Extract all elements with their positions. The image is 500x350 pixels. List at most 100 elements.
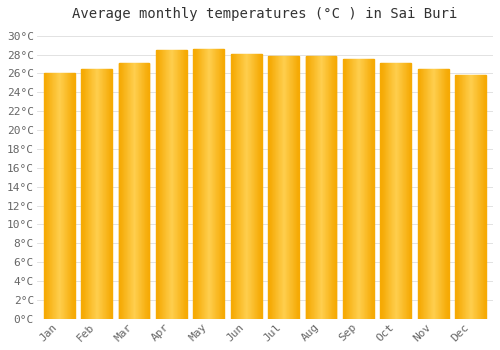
Bar: [368, 59, 369, 319]
Bar: [422, 69, 423, 319]
Bar: [258, 54, 259, 319]
Bar: [166, 50, 167, 319]
Bar: [285, 56, 286, 319]
Bar: [349, 59, 350, 319]
Bar: [469, 75, 470, 319]
Bar: [472, 75, 473, 319]
Bar: [335, 56, 336, 319]
Bar: [148, 63, 150, 319]
Bar: [211, 49, 212, 319]
Bar: [210, 49, 211, 319]
Bar: [268, 56, 269, 319]
Bar: [295, 56, 296, 319]
Bar: [46, 74, 47, 319]
Bar: [122, 63, 123, 319]
Bar: [60, 74, 62, 319]
Bar: [219, 49, 220, 319]
Bar: [236, 54, 237, 319]
Bar: [283, 56, 284, 319]
Bar: [458, 75, 459, 319]
Bar: [347, 59, 348, 319]
Bar: [110, 69, 111, 319]
Bar: [91, 69, 92, 319]
Bar: [182, 50, 183, 319]
Bar: [244, 54, 246, 319]
Bar: [324, 56, 325, 319]
Bar: [456, 75, 486, 319]
Bar: [357, 59, 358, 319]
Bar: [50, 74, 51, 319]
Bar: [133, 63, 134, 319]
Bar: [279, 56, 280, 319]
Bar: [442, 69, 443, 319]
Bar: [69, 74, 70, 319]
Bar: [382, 63, 383, 319]
Bar: [128, 63, 130, 319]
Bar: [480, 75, 482, 319]
Bar: [195, 49, 196, 319]
Bar: [252, 54, 253, 319]
Bar: [54, 74, 56, 319]
Bar: [248, 54, 250, 319]
Bar: [168, 50, 169, 319]
Bar: [444, 69, 446, 319]
Bar: [370, 59, 372, 319]
Bar: [134, 63, 136, 319]
Bar: [241, 54, 242, 319]
Bar: [144, 63, 146, 319]
Bar: [334, 56, 335, 319]
Bar: [405, 63, 406, 319]
Bar: [243, 54, 244, 319]
Bar: [358, 59, 359, 319]
Bar: [184, 50, 185, 319]
Bar: [68, 74, 69, 319]
Bar: [246, 54, 247, 319]
Bar: [200, 49, 201, 319]
Bar: [404, 63, 405, 319]
Bar: [421, 69, 422, 319]
Bar: [478, 75, 479, 319]
Bar: [81, 69, 112, 319]
Bar: [205, 49, 206, 319]
Bar: [231, 54, 262, 319]
Bar: [473, 75, 474, 319]
Bar: [253, 54, 254, 319]
Bar: [257, 54, 258, 319]
Bar: [441, 69, 442, 319]
Bar: [464, 75, 465, 319]
Bar: [482, 75, 483, 319]
Bar: [284, 56, 285, 319]
Bar: [328, 56, 330, 319]
Bar: [292, 56, 293, 319]
Bar: [383, 63, 384, 319]
Bar: [121, 63, 122, 319]
Bar: [261, 54, 262, 319]
Bar: [409, 63, 410, 319]
Bar: [390, 63, 391, 319]
Bar: [424, 69, 425, 319]
Bar: [127, 63, 128, 319]
Bar: [466, 75, 467, 319]
Bar: [322, 56, 324, 319]
Bar: [146, 63, 147, 319]
Bar: [320, 56, 321, 319]
Bar: [360, 59, 362, 319]
Bar: [159, 50, 160, 319]
Bar: [346, 59, 347, 319]
Bar: [356, 59, 357, 319]
Bar: [52, 74, 53, 319]
Bar: [462, 75, 463, 319]
Bar: [214, 49, 215, 319]
Bar: [438, 69, 440, 319]
Bar: [318, 56, 320, 319]
Bar: [174, 50, 175, 319]
Bar: [423, 69, 424, 319]
Bar: [158, 50, 159, 319]
Bar: [384, 63, 385, 319]
Title: Average monthly temperatures (°C ) in Sai Buri: Average monthly temperatures (°C ) in Sa…: [72, 7, 458, 21]
Bar: [53, 74, 54, 319]
Bar: [289, 56, 290, 319]
Bar: [270, 56, 272, 319]
Bar: [89, 69, 90, 319]
Bar: [130, 63, 131, 319]
